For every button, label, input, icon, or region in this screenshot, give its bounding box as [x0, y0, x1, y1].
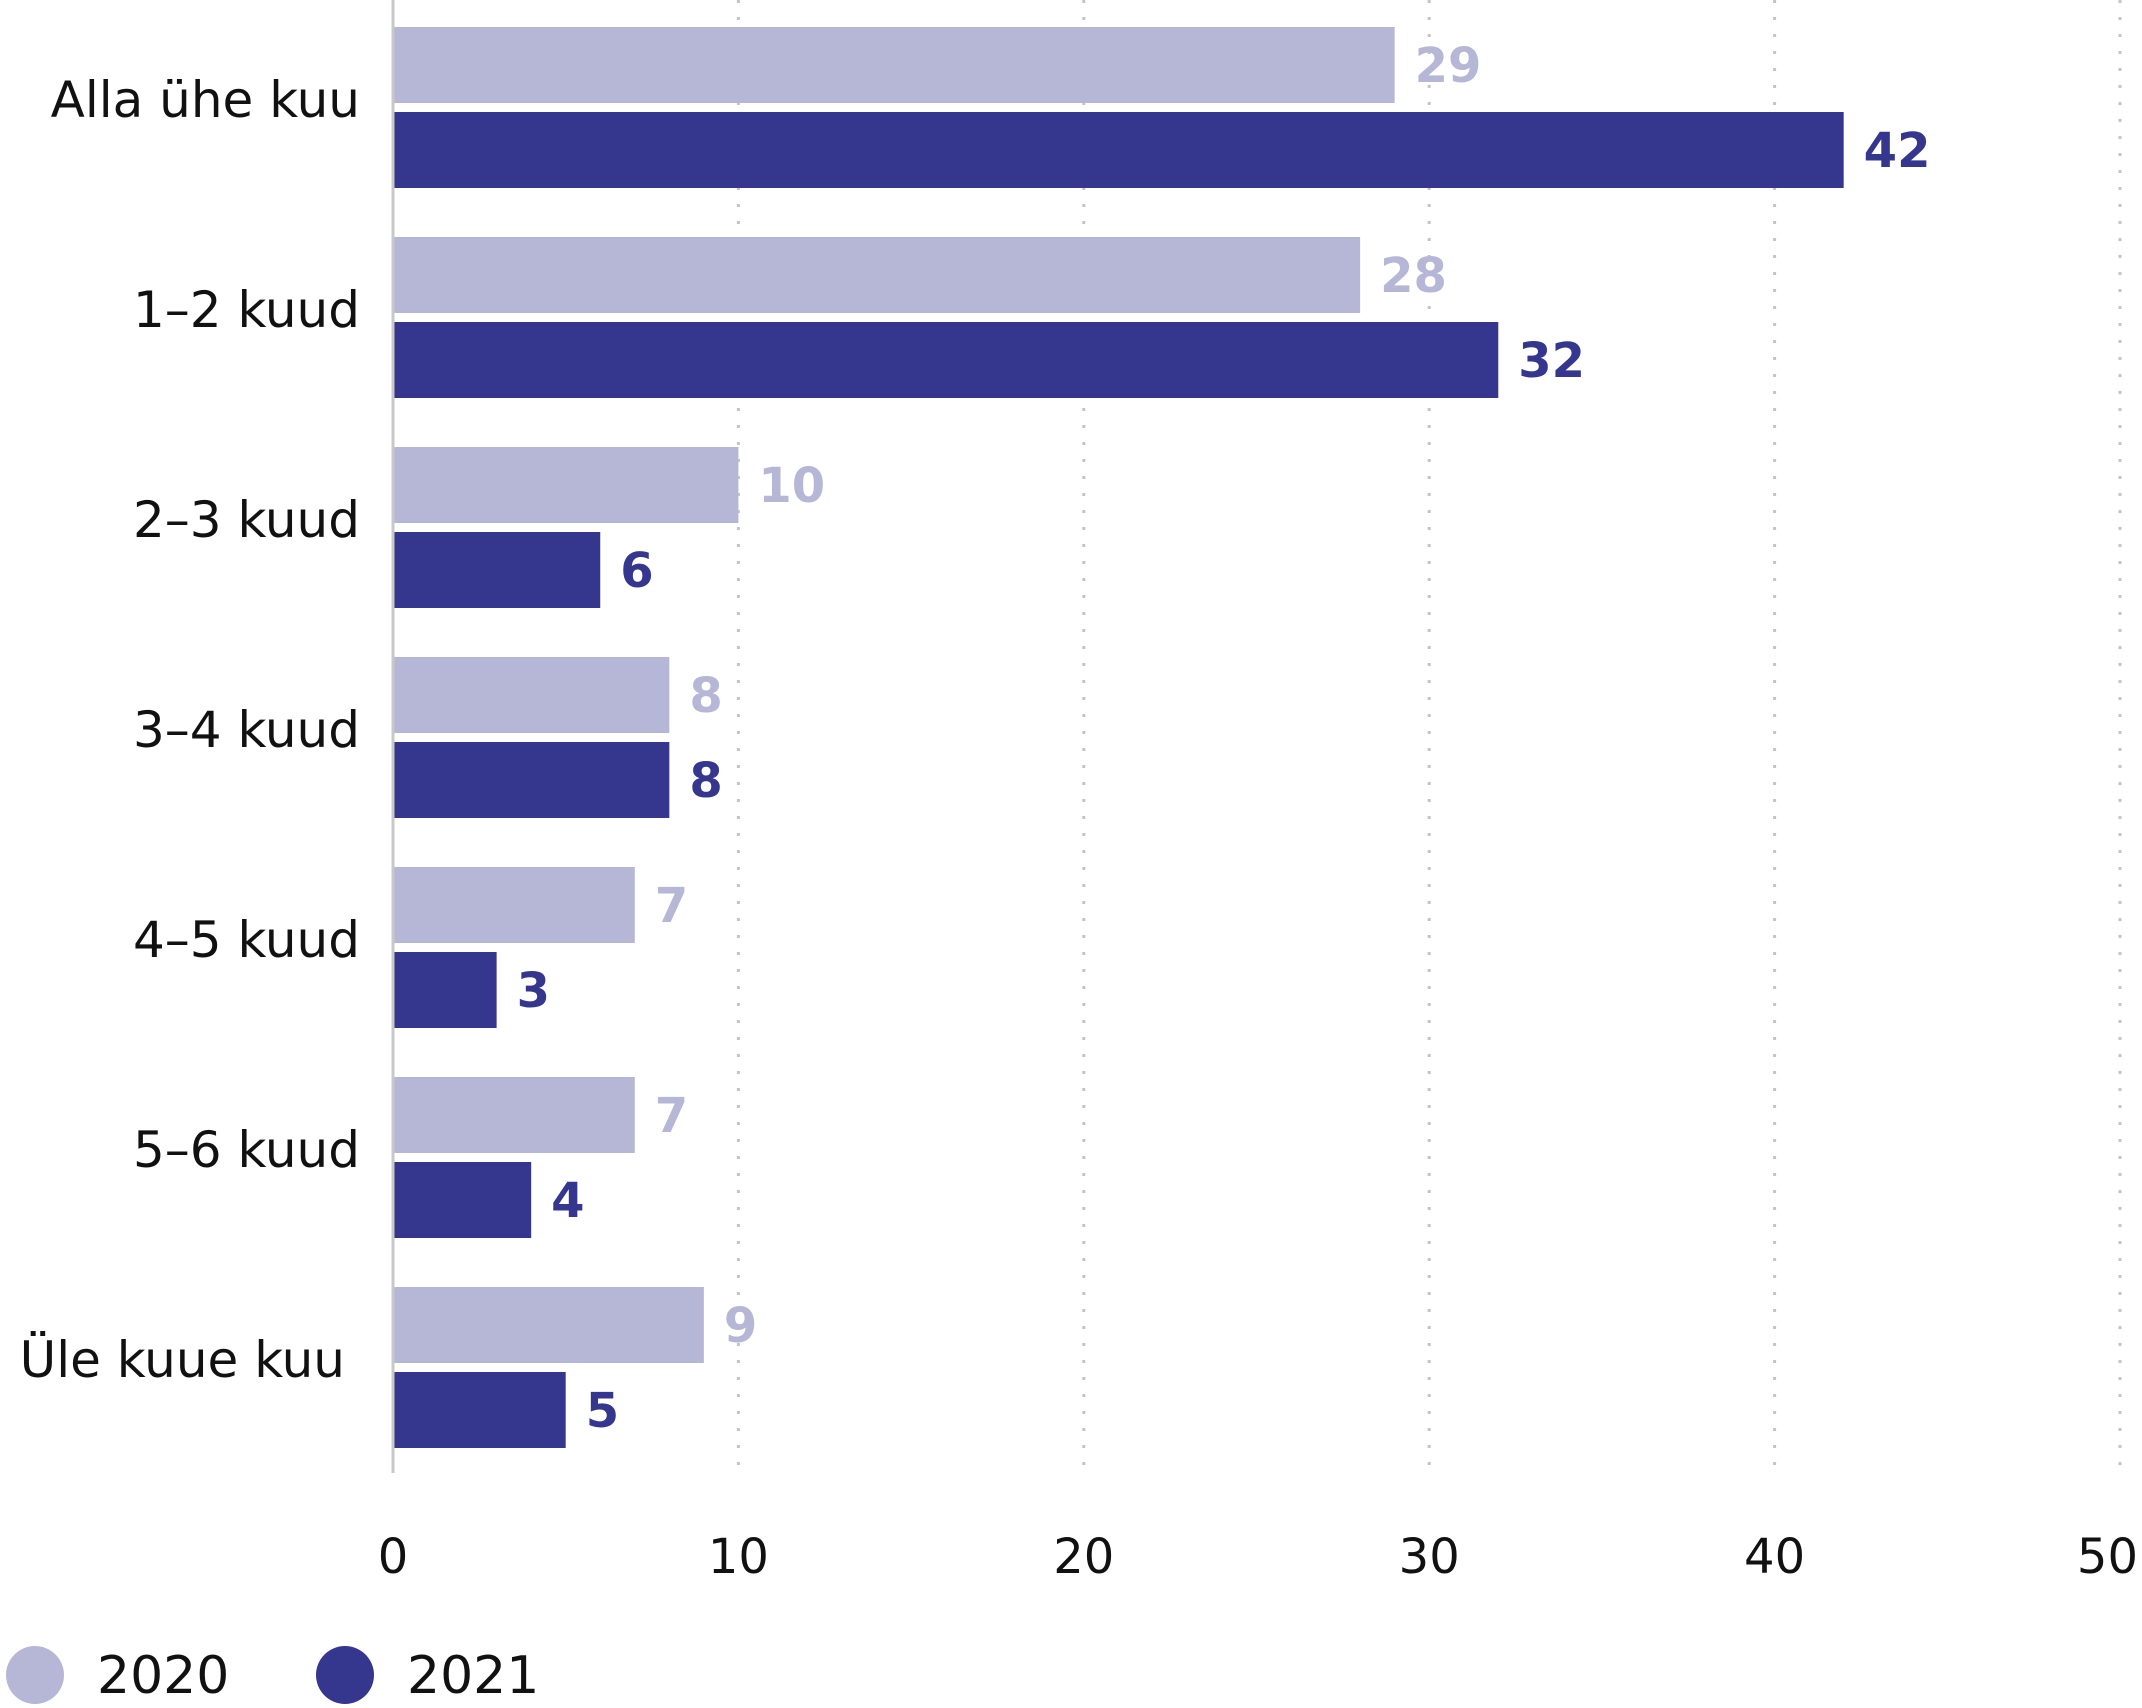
bar-2020: [393, 27, 1395, 103]
legend-label-2020: 2020: [97, 1646, 229, 1706]
bar-2020: [393, 657, 670, 733]
x-tick-label: 20: [1053, 1529, 1114, 1585]
bars: [393, 27, 1844, 1448]
bar-2020: [393, 447, 739, 523]
category-label: 4–5 kuud: [133, 911, 360, 969]
bar-2021: [393, 112, 1844, 188]
data-label-2020: 10: [758, 458, 825, 514]
bar-2020: [393, 1287, 704, 1363]
data-label-2021: 8: [689, 753, 722, 809]
data-label-2021: 42: [1864, 123, 1931, 179]
data-labels: 29 42 28 32 10 6 8 8 7 3 7 4 9 5: [517, 38, 1931, 1439]
bar-2021: [393, 1162, 532, 1238]
data-label-2021: 3: [517, 963, 550, 1019]
legend: 2020 2021: [6, 1646, 539, 1706]
x-tick-label: 0: [378, 1529, 409, 1585]
x-tick-label: 50: [2077, 1529, 2138, 1585]
legend-label-2021: 2021: [407, 1646, 539, 1706]
bar-2020: [393, 867, 635, 943]
category-label: Üle kuue kuu: [20, 1331, 345, 1389]
x-tick-labels: 0 10 20 30 40 50: [378, 1529, 2138, 1585]
bar-2021: [393, 322, 1499, 398]
data-label-2020: 28: [1380, 248, 1447, 304]
bar-2020: [393, 237, 1361, 313]
bar-2021: [393, 532, 601, 608]
data-label-2020: 29: [1415, 38, 1482, 94]
category-label: 1–2 kuud: [133, 281, 360, 339]
data-label-2021: 6: [620, 543, 653, 599]
gridlines: [736, 0, 2122, 1473]
category-label: 2–3 kuud: [133, 491, 360, 549]
bar-2021: [393, 952, 497, 1028]
x-tick-label: 30: [1399, 1529, 1460, 1585]
bar-2020: [393, 1077, 635, 1153]
bar-2021: [393, 742, 670, 818]
data-label-2020: 7: [655, 878, 688, 934]
data-label-2020: 8: [689, 668, 722, 724]
data-label-2021: 32: [1518, 333, 1585, 389]
bar-2021: [393, 1372, 566, 1448]
data-label-2021: 4: [551, 1173, 584, 1229]
data-label-2021: 5: [586, 1383, 619, 1439]
legend-swatch-2021: [316, 1646, 374, 1704]
category-label: 3–4 kuud: [133, 701, 360, 759]
category-label: Alla ühe kuu: [51, 71, 360, 129]
category-labels: Alla ühe kuu 1–2 kuud 2–3 kuud 3–4 kuud 4–5 …: [20, 71, 360, 1389]
x-tick-label: 40: [1744, 1529, 1805, 1585]
data-label-2020: 9: [724, 1298, 757, 1354]
legend-swatch-2020: [6, 1646, 64, 1704]
x-tick-label: 10: [708, 1529, 769, 1585]
data-label-2020: 7: [655, 1088, 688, 1144]
category-label: 5–6 kuud: [133, 1121, 360, 1179]
